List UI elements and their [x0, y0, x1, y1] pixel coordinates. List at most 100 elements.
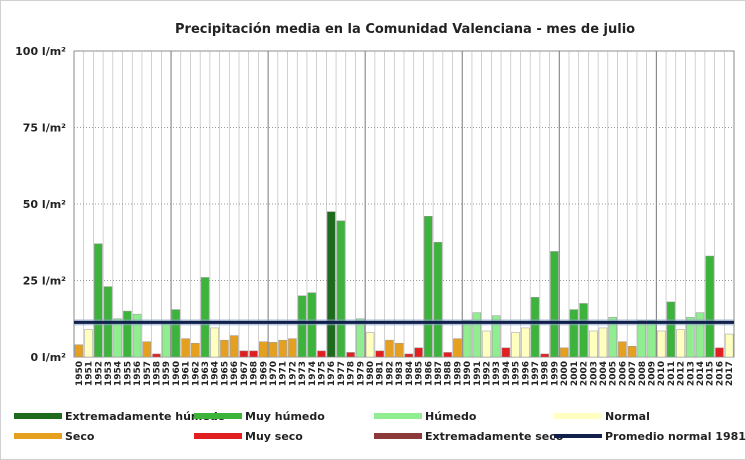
bar [511, 332, 520, 358]
x-tick-label: 1974 [308, 361, 318, 386]
y-tick-label: 25 l/m² [23, 275, 66, 288]
bar [74, 344, 84, 358]
bar [171, 309, 181, 358]
x-tick-label: 1950 [75, 361, 85, 386]
x-tick-label: 1999 [550, 361, 560, 386]
x-tick-label: 2014 [696, 361, 706, 386]
x-tick-label: 1964 [211, 361, 221, 386]
bar [491, 315, 501, 358]
bar [443, 352, 452, 358]
bar [297, 295, 307, 358]
x-tick-label: 2013 [686, 361, 696, 386]
bar [365, 332, 375, 358]
legend-swatch-muy-seco [194, 433, 242, 439]
legend-label: Muy seco [245, 429, 303, 443]
x-tick-label: 1966 [230, 361, 240, 386]
x-tick-label: 1996 [521, 361, 531, 386]
legend-label: Muy húmedo [245, 409, 325, 423]
legend-swatch-promedio [554, 434, 602, 438]
bar [501, 347, 511, 358]
bar [656, 330, 666, 358]
x-tick-label: 1985 [415, 361, 425, 386]
bar [278, 339, 287, 358]
x-tick-label: 2005 [609, 361, 619, 386]
bar [229, 335, 239, 358]
x-tick-label: 2012 [677, 361, 687, 386]
bar [462, 320, 472, 358]
x-tick-label: 1979 [356, 361, 366, 386]
legend-label: Promedio normal 1981-2010 [605, 429, 746, 443]
x-tick-label: 1981 [376, 361, 386, 386]
legend-label: Extremadamente húmedo [65, 409, 226, 423]
x-tick-label: 1968 [250, 361, 260, 386]
x-tick-label: 1962 [191, 361, 201, 386]
x-tick-label: 1975 [318, 361, 328, 386]
legend-swatch-normal [554, 413, 602, 419]
bar [181, 338, 190, 358]
bar [472, 312, 482, 358]
legend-label: Normal [605, 409, 650, 423]
x-tick-label: 2015 [706, 361, 716, 386]
bar [414, 347, 423, 358]
bar [433, 242, 443, 358]
legend-swatch-extremadamente-humedo [14, 413, 62, 419]
legend-label: Seco [65, 429, 95, 443]
bar [453, 338, 462, 358]
y-tick-label: 75 l/m² [23, 122, 66, 135]
bar [239, 350, 249, 358]
chart-title: Precipitación media en la Comunidad Vale… [175, 22, 636, 37]
x-tick-label: 2017 [725, 361, 735, 386]
x-tick-label: 2009 [648, 361, 658, 386]
bar [200, 277, 210, 358]
bar [521, 327, 530, 358]
x-tick-label: 1965 [220, 361, 230, 386]
bar [336, 220, 346, 358]
x-tick-label: 1990 [463, 361, 473, 386]
legend-swatch-humedo [374, 413, 422, 419]
bar [268, 342, 278, 358]
legend-item-extremadamente-seco: Extremadamente seco [374, 428, 563, 444]
bar [259, 341, 268, 358]
x-tick-label: 1959 [162, 361, 172, 386]
x-tick-label: 1984 [405, 361, 415, 386]
legend-item-extremadamente-humedo: Extremadamente húmedo [14, 408, 225, 424]
bar [326, 211, 336, 358]
x-tick-label: 1994 [502, 361, 512, 386]
bar [123, 310, 132, 358]
x-tick-label: 1982 [385, 361, 395, 386]
bar [84, 329, 93, 358]
bar [579, 303, 588, 358]
bar [317, 350, 326, 358]
bar [220, 339, 229, 358]
bar [482, 330, 491, 358]
bar [404, 353, 414, 358]
x-tick-label: 1978 [347, 361, 357, 386]
x-tick-label: 1967 [240, 361, 250, 386]
x-tick-label: 1986 [424, 361, 434, 386]
x-tick-label: 1960 [172, 361, 182, 386]
bar [705, 255, 714, 358]
legend-swatch-extremadamente-seco [374, 433, 422, 439]
bar [385, 339, 394, 358]
legend-item-humedo: Húmedo [374, 408, 476, 424]
chart-legend: Extremadamente húmedo Muy húmedo Húmedo … [14, 408, 746, 448]
bar [424, 215, 433, 358]
x-tick-label: 1993 [492, 361, 502, 386]
legend-label: Extremadamente seco [425, 429, 564, 443]
bar [346, 352, 355, 358]
bar [288, 338, 297, 358]
legend-swatch-muy-humedo [194, 413, 242, 419]
x-tick-label: 1991 [473, 361, 483, 386]
legend-item-promedio: Promedio normal 1981-2010 [554, 428, 746, 444]
x-tick-label: 1956 [133, 361, 143, 386]
bar [161, 323, 171, 358]
x-tick-label: 2000 [560, 361, 570, 386]
x-tick-label: 1955 [123, 361, 133, 386]
bar [637, 320, 647, 358]
bar [618, 341, 627, 358]
x-tick-label: 1969 [259, 361, 269, 386]
x-tick-label: 1958 [153, 361, 163, 386]
x-tick-label: 2008 [638, 361, 648, 386]
bar [695, 312, 705, 358]
x-tick-label: 1971 [279, 361, 289, 386]
